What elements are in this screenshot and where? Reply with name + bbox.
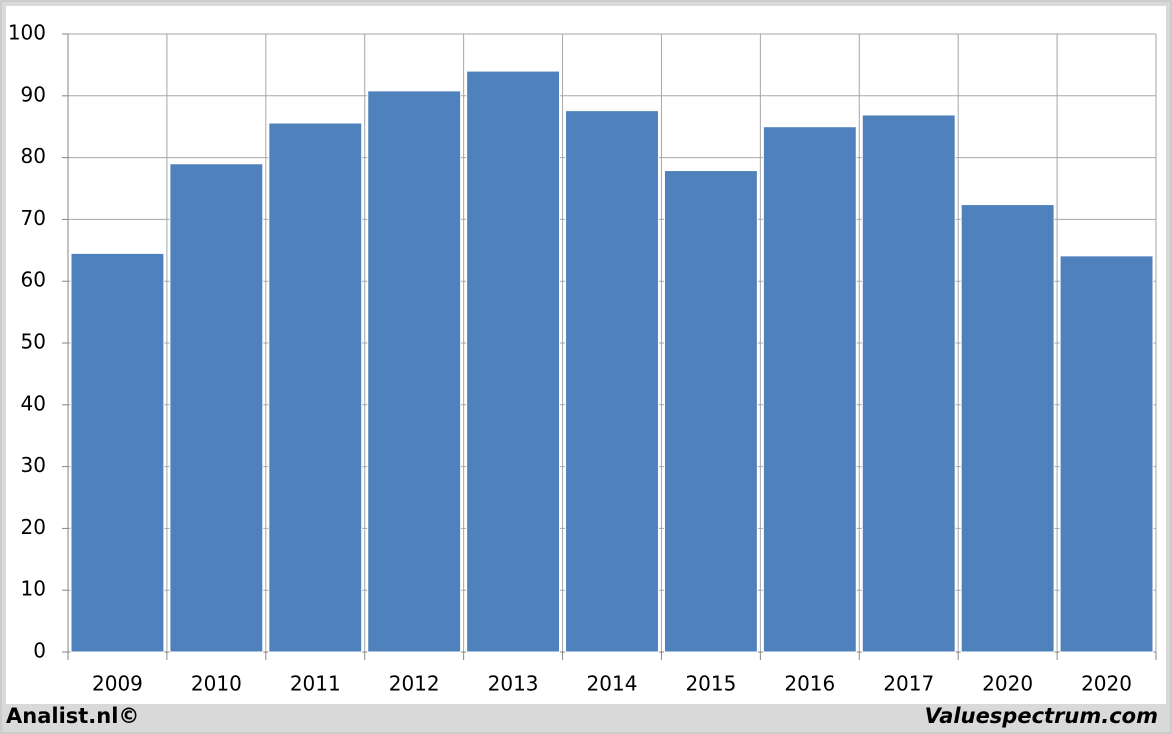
footer-left: Analist.nl© — [6, 704, 139, 728]
bar — [466, 70, 561, 653]
y-tick-label: 30 — [21, 453, 46, 477]
x-tick-label: 2009 — [92, 672, 143, 696]
bar — [169, 163, 264, 653]
y-tick-label: 70 — [21, 206, 46, 230]
bar — [960, 204, 1055, 653]
x-tick-label: 2014 — [587, 672, 638, 696]
bar — [70, 252, 165, 653]
y-tick-label: 50 — [21, 330, 46, 354]
bar — [762, 126, 857, 653]
x-tick-label: 2016 — [784, 672, 835, 696]
footer-right: Valuespectrum.com — [925, 704, 1158, 728]
x-tick-label: 2011 — [290, 672, 341, 696]
y-tick-label: 40 — [21, 391, 46, 415]
bar — [367, 90, 462, 653]
y-tick-label: 10 — [21, 577, 46, 601]
bar — [663, 170, 758, 653]
x-tick-label: 2015 — [685, 672, 736, 696]
bar — [1059, 255, 1154, 653]
bar — [565, 110, 659, 653]
y-tick-label: 0 — [33, 639, 46, 663]
x-tick-label: 2012 — [389, 672, 440, 696]
x-tick-label: 2017 — [883, 672, 934, 696]
x-tick-label: 2020 — [1081, 672, 1132, 696]
x-tick-label: 2010 — [191, 672, 242, 696]
x-tick-label: 2013 — [488, 672, 539, 696]
x-tick-label: 2020 — [982, 672, 1033, 696]
y-tick-label: 60 — [21, 268, 46, 292]
y-tick-label: 80 — [21, 144, 46, 168]
y-tick-label: 20 — [21, 515, 46, 539]
bar — [268, 122, 363, 653]
y-tick-label: 90 — [21, 82, 46, 106]
bar — [861, 114, 956, 653]
y-tick-label: 100 — [8, 21, 46, 45]
